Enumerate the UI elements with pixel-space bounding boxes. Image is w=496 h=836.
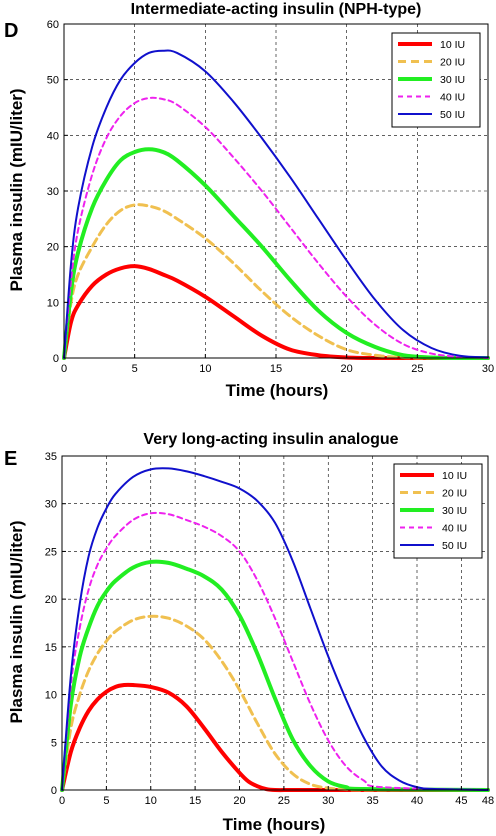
panel-letter-e: E xyxy=(4,448,17,470)
series-line-50-iu xyxy=(63,49,489,359)
series-line-20-iu xyxy=(62,203,490,360)
y-tick-label: 35 xyxy=(45,451,57,463)
x-tick-label: 35 xyxy=(367,795,379,807)
series-line-50-iu xyxy=(61,467,489,791)
legend-label: 40 IU xyxy=(440,92,465,104)
y-tick-label: 30 xyxy=(47,186,59,198)
legend-label: 50 IU xyxy=(440,109,465,121)
legend-e: 10 IU 20 IU 30 IU 40 IU 50 IU xyxy=(393,463,483,559)
x-tick-label: 5 xyxy=(132,363,138,375)
legend-label: 40 IU xyxy=(442,523,467,535)
series-line-30-iu xyxy=(60,559,490,792)
x-tick-label: 20 xyxy=(233,795,245,807)
x-tick-label: 0 xyxy=(59,795,65,807)
y-tick-label: 10 xyxy=(47,297,59,309)
x-tick-label: 25 xyxy=(411,363,423,375)
y-tick-label: 5 xyxy=(51,737,57,749)
series-line-40-iu xyxy=(63,96,489,359)
y-axis-label-d: Plasma insulin (mIU/liter) xyxy=(7,88,26,291)
y-tick-label: 15 xyxy=(45,642,57,654)
x-tick-label: 40 xyxy=(411,795,423,807)
y-tick-label: 40 xyxy=(47,130,59,142)
x-tick-label: 30 xyxy=(322,795,334,807)
plot-frame-e xyxy=(61,455,489,791)
panel-letter-d: D xyxy=(4,20,18,42)
tick-labels-e: 0 5 10 15 20 25 30 35 40 45 48 0 5 10 15 20 25 30 35 xyxy=(45,451,494,807)
y-tick-label: 0 xyxy=(51,785,57,797)
y-tick-label: 25 xyxy=(45,546,57,558)
chart-title-e: Very long-acting insulin analogue xyxy=(143,431,398,448)
series-lines-e xyxy=(60,467,490,793)
panel-e: E Very long-acting insulin analogue Plas… xyxy=(4,431,494,834)
y-tick-label: 30 xyxy=(45,499,57,511)
y-tick-label: 10 xyxy=(45,690,57,702)
series-line-20-iu xyxy=(60,614,490,792)
y-tick-label: 20 xyxy=(47,242,59,254)
x-tick-label: 20 xyxy=(341,363,353,375)
x-tick-label: 10 xyxy=(145,795,157,807)
y-tick-label: 60 xyxy=(47,19,59,31)
series-line-40-iu xyxy=(61,511,489,791)
x-tick-label: 10 xyxy=(199,363,211,375)
x-axis-label-d: Time (hours) xyxy=(226,381,329,400)
series-line-30-iu xyxy=(62,147,490,361)
legend-label: 50 IU xyxy=(442,540,467,552)
panel-d: D Intermediate-acting insulin (NPH-type)… xyxy=(4,1,494,400)
x-tick-label: 25 xyxy=(278,795,290,807)
y-axis-label-e: Plasma insulin (mIU/liter) xyxy=(7,520,26,723)
x-tick-label: 45 xyxy=(455,795,467,807)
legend-label: 20 IU xyxy=(442,488,467,500)
x-tick-label: 15 xyxy=(189,795,201,807)
tick-labels-d: 0 5 10 15 20 25 30 0 10 20 30 40 50 60 xyxy=(47,19,494,375)
legend-d: 10 IU 20 IU 30 IU 40 IU 50 IU xyxy=(391,32,481,128)
x-tick-label: 48 xyxy=(482,795,494,807)
y-tick-label: 0 xyxy=(53,353,59,365)
legend-label: 10 IU xyxy=(442,470,467,482)
x-axis-label-e: Time (hours) xyxy=(223,815,326,834)
legend-label: 30 IU xyxy=(440,74,465,86)
y-tick-label: 50 xyxy=(47,75,59,87)
chart-title-d: Intermediate-acting insulin (NPH-type) xyxy=(131,1,422,18)
legend-label: 10 IU xyxy=(440,39,465,51)
legend-label: 20 IU xyxy=(440,57,465,69)
y-tick-label: 20 xyxy=(45,594,57,606)
x-tick-label: 5 xyxy=(103,795,109,807)
x-tick-label: 15 xyxy=(270,363,282,375)
x-tick-label: 0 xyxy=(61,363,67,375)
legend-label: 30 IU xyxy=(442,505,467,517)
x-tick-label: 30 xyxy=(482,363,494,375)
